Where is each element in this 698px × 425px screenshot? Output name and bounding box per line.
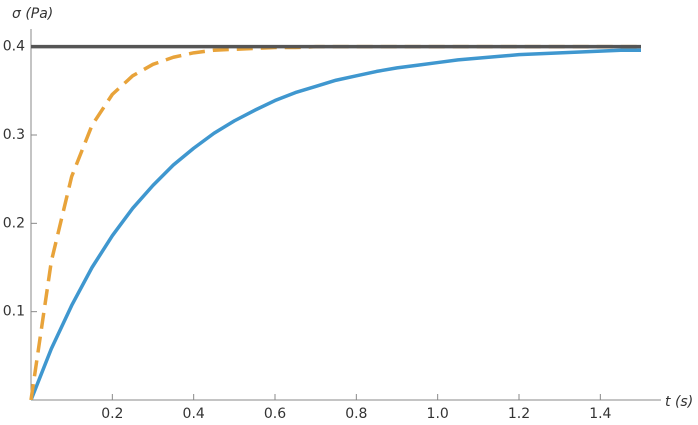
x-tick-label: 1.2 (508, 406, 530, 422)
x-tick-label: 0.2 (101, 406, 123, 422)
y-axis-label: σ (Pa) (12, 6, 53, 22)
y-tick-label: 0.3 (3, 127, 25, 143)
x-axis-label: t (s) (665, 394, 693, 410)
y-tick-label: 0.1 (3, 304, 25, 320)
x-tick-label: 0.6 (264, 406, 286, 422)
y-tick-label: 0.4 (3, 39, 25, 55)
y-tick-label: 0.2 (3, 215, 25, 231)
series-line (29, 48, 641, 401)
x-tick-label: 1.0 (427, 406, 449, 422)
x-tick-label: 0.8 (345, 406, 367, 422)
x-tick-label: 0.4 (183, 406, 205, 422)
x-tick-label: 1.4 (589, 406, 611, 422)
